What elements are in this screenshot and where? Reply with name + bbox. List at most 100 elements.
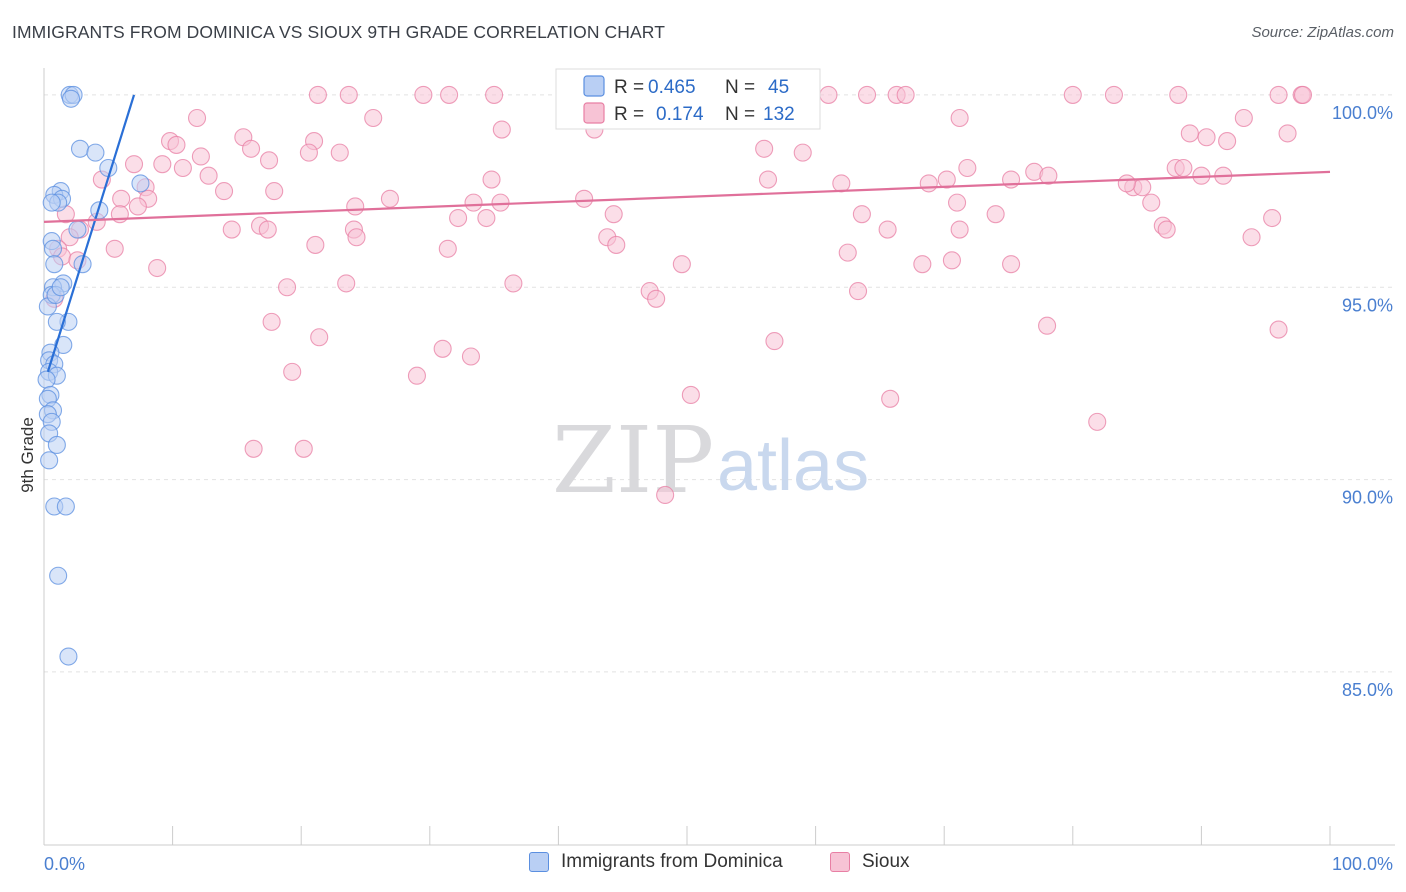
data-point bbox=[857, 85, 877, 104]
data-point bbox=[294, 439, 313, 458]
data-point bbox=[950, 108, 969, 128]
data-point bbox=[258, 220, 277, 239]
data-point bbox=[878, 220, 897, 239]
data-point bbox=[364, 108, 383, 128]
series-sioux-points bbox=[45, 85, 1313, 505]
data-point bbox=[56, 497, 75, 516]
data-point bbox=[310, 328, 329, 347]
data-point bbox=[1293, 85, 1313, 104]
data-point bbox=[222, 220, 241, 239]
data-point bbox=[241, 139, 261, 158]
legend-swatch-dominica bbox=[529, 852, 549, 872]
legend-r-label: R = bbox=[614, 104, 644, 125]
data-point bbox=[832, 174, 851, 193]
legend-swatch-dominica bbox=[583, 75, 605, 97]
legend: R = 0.465 N = 45 R = 0.174 N = 132 bbox=[555, 68, 821, 130]
data-point bbox=[1242, 228, 1261, 247]
data-point bbox=[672, 255, 691, 274]
data-point bbox=[1133, 178, 1152, 197]
x-tick-label: 0.0% bbox=[44, 854, 85, 874]
data-point bbox=[852, 205, 871, 224]
y-axis-label: 9th Grade bbox=[18, 417, 37, 493]
data-point bbox=[482, 170, 501, 189]
y-tick-label: 95.0% bbox=[1342, 295, 1393, 315]
data-point bbox=[848, 282, 868, 301]
data-point bbox=[958, 158, 977, 178]
data-point bbox=[1157, 220, 1176, 239]
data-point bbox=[1169, 85, 1188, 104]
data-point bbox=[765, 332, 784, 351]
data-point bbox=[440, 85, 459, 104]
data-point bbox=[414, 85, 433, 104]
data-point bbox=[167, 135, 186, 154]
data-point bbox=[1278, 124, 1297, 143]
data-point bbox=[347, 228, 366, 247]
data-point bbox=[647, 289, 666, 308]
source-credit: Source: ZipAtlas.com bbox=[1251, 24, 1394, 41]
data-point bbox=[1218, 132, 1237, 151]
data-point bbox=[986, 205, 1005, 224]
data-point bbox=[896, 85, 915, 104]
data-point bbox=[755, 139, 774, 158]
watermark-zip: ZIP bbox=[552, 407, 714, 514]
data-point bbox=[758, 170, 778, 189]
data-point bbox=[112, 189, 131, 208]
trendlines bbox=[43, 94, 1331, 373]
data-point bbox=[1038, 316, 1057, 335]
data-point bbox=[128, 197, 147, 216]
data-point bbox=[793, 143, 812, 162]
data-point bbox=[492, 120, 511, 139]
data-point bbox=[1142, 193, 1161, 212]
data-point bbox=[299, 143, 318, 162]
data-point bbox=[819, 85, 838, 104]
data-point bbox=[42, 193, 61, 212]
data-point bbox=[1063, 85, 1082, 104]
data-point bbox=[1263, 208, 1282, 228]
data-point bbox=[131, 174, 150, 193]
legend-swatch-sioux bbox=[583, 102, 605, 124]
data-point bbox=[49, 566, 68, 585]
x-tick-labels: 0.0% 100.0% bbox=[44, 854, 1393, 874]
y-tick-label: 100.0% bbox=[1332, 103, 1393, 123]
data-point bbox=[948, 193, 967, 212]
data-point bbox=[346, 197, 365, 216]
data-point bbox=[70, 139, 90, 158]
data-point bbox=[259, 151, 279, 170]
data-point bbox=[607, 235, 626, 254]
data-point bbox=[950, 220, 969, 239]
data-point bbox=[86, 143, 105, 162]
bottom-legend-item-dominica: Immigrants from Dominica bbox=[529, 851, 783, 873]
data-point bbox=[433, 339, 452, 358]
data-point bbox=[59, 647, 78, 666]
data-point bbox=[199, 166, 218, 185]
data-point bbox=[308, 85, 327, 104]
data-point bbox=[306, 235, 325, 254]
data-point bbox=[464, 193, 483, 212]
gridlines bbox=[44, 94, 1395, 673]
data-point bbox=[937, 170, 956, 189]
data-point bbox=[214, 182, 234, 201]
data-point bbox=[1104, 85, 1124, 104]
y-tick-labels: 85.0% 90.0% 95.0% 100.0% bbox=[1332, 103, 1393, 700]
data-point bbox=[73, 255, 92, 274]
data-point bbox=[461, 347, 481, 366]
data-point bbox=[339, 85, 358, 104]
data-point bbox=[43, 239, 63, 258]
data-point bbox=[575, 189, 594, 208]
y-tick-label: 85.0% bbox=[1342, 680, 1393, 700]
data-point bbox=[380, 189, 399, 208]
data-point bbox=[330, 143, 349, 162]
data-point bbox=[191, 147, 210, 166]
data-point bbox=[504, 274, 523, 293]
data-point bbox=[283, 362, 302, 381]
data-point bbox=[681, 385, 700, 405]
data-point bbox=[913, 255, 932, 274]
data-point bbox=[173, 158, 192, 178]
data-point bbox=[1234, 108, 1253, 128]
watermark-atlas: atlas bbox=[717, 426, 869, 506]
data-point bbox=[438, 239, 457, 258]
legend-r-value: 0.465 bbox=[648, 77, 696, 98]
data-point bbox=[61, 89, 81, 108]
watermark: ZIP atlas bbox=[552, 407, 869, 514]
